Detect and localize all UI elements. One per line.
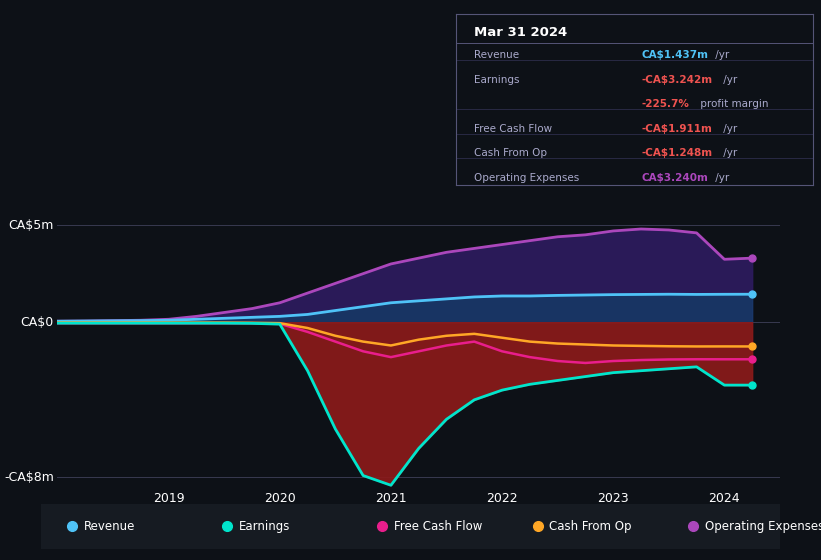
Text: /yr: /yr bbox=[720, 148, 737, 158]
Text: CA$1.437m: CA$1.437m bbox=[641, 50, 709, 60]
Text: /yr: /yr bbox=[713, 173, 730, 183]
Text: Earnings: Earnings bbox=[239, 520, 291, 533]
Text: Operating Expenses: Operating Expenses bbox=[704, 520, 821, 533]
Text: -CA$1.911m: -CA$1.911m bbox=[641, 124, 713, 134]
Text: Mar 31 2024: Mar 31 2024 bbox=[474, 26, 566, 39]
Text: -CA$1.248m: -CA$1.248m bbox=[641, 148, 713, 158]
Text: CA$5m: CA$5m bbox=[8, 218, 54, 232]
Text: profit margin: profit margin bbox=[697, 99, 769, 109]
Text: -225.7%: -225.7% bbox=[641, 99, 690, 109]
Text: Cash From Op: Cash From Op bbox=[549, 520, 632, 533]
Text: /yr: /yr bbox=[720, 74, 737, 85]
Text: -CA$8m: -CA$8m bbox=[4, 471, 54, 484]
Text: Earnings: Earnings bbox=[474, 74, 519, 85]
Text: Revenue: Revenue bbox=[474, 50, 519, 60]
Text: Cash From Op: Cash From Op bbox=[474, 148, 547, 158]
Text: -CA$3.242m: -CA$3.242m bbox=[641, 74, 713, 85]
Text: Free Cash Flow: Free Cash Flow bbox=[394, 520, 483, 533]
Text: /yr: /yr bbox=[713, 50, 730, 60]
Text: /yr: /yr bbox=[720, 124, 737, 134]
Text: CA$3.240m: CA$3.240m bbox=[641, 173, 709, 183]
Text: Free Cash Flow: Free Cash Flow bbox=[474, 124, 552, 134]
Text: CA$0: CA$0 bbox=[21, 316, 54, 329]
Text: Operating Expenses: Operating Expenses bbox=[474, 173, 579, 183]
Text: Revenue: Revenue bbox=[84, 520, 135, 533]
